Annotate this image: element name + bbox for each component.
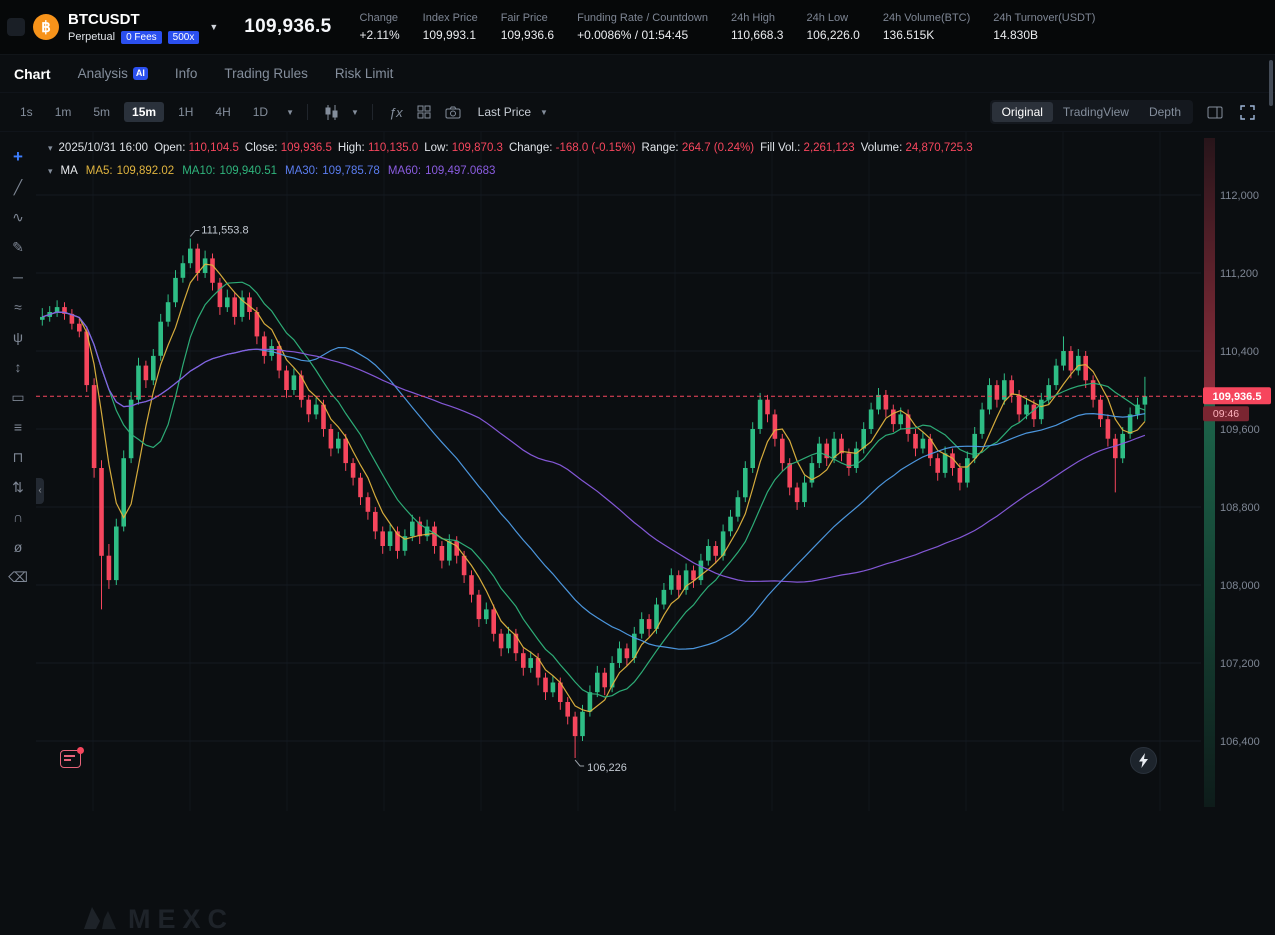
tab-risk-limit[interactable]: Risk Limit bbox=[335, 66, 394, 81]
stat-funding-rate: Funding Rate / Countdown +0.0086% / 01:5… bbox=[577, 12, 708, 42]
tab-trading-rules[interactable]: Trading Rules bbox=[224, 66, 308, 81]
candle-style-caret-icon[interactable]: ▼ bbox=[351, 108, 359, 117]
ohlc-timestamp: 2025/10/31 16:00 bbox=[59, 142, 149, 154]
main-tabs: Chart Analysis AI Info Trading Rules Ris… bbox=[0, 55, 1275, 93]
trend-line-icon[interactable]: ╱ bbox=[5, 172, 31, 202]
pitchfork-icon[interactable]: ψ bbox=[5, 322, 31, 352]
magnet-icon[interactable]: ⊓ bbox=[5, 442, 31, 472]
leverage-badge: 500x bbox=[168, 31, 200, 44]
quick-order-lightning-button[interactable] bbox=[1130, 747, 1157, 774]
ma-legend-bar: ▾ MA MA5:109,892.02 MA10:109,940.51 MA30… bbox=[48, 165, 495, 177]
stat-24h-low: 24h Low 106,226.0 bbox=[806, 12, 859, 42]
stat-index-price: Index Price 109,993.1 bbox=[423, 12, 478, 42]
long-short-icon[interactable]: ⇅ bbox=[5, 472, 31, 502]
svg-text:111,200: 111,200 bbox=[1220, 268, 1258, 280]
curve-icon[interactable]: ∿ bbox=[5, 202, 31, 232]
ruler-icon[interactable]: ▭ bbox=[5, 382, 31, 412]
tab-analysis[interactable]: Analysis AI bbox=[78, 66, 148, 81]
wave-icon[interactable]: ≈ bbox=[5, 292, 31, 322]
svg-text:110,400: 110,400 bbox=[1220, 346, 1259, 358]
ma60-legend: MA60:109,497.0683 bbox=[388, 165, 496, 177]
crosshair-icon[interactable]: + bbox=[5, 142, 31, 172]
svg-text:108,800: 108,800 bbox=[1220, 502, 1260, 514]
stat-change: Change +2.11% bbox=[360, 12, 400, 42]
support-chat-button[interactable] bbox=[60, 750, 81, 768]
mexc-watermark: MEXC bbox=[82, 904, 234, 935]
contract-type-label: Perpetual bbox=[68, 31, 115, 43]
chart-toolbar: 1s 1m 5m 15m 1H 4H 1D ▼ ▼ ƒx Last Price … bbox=[0, 93, 1275, 132]
ma30-legend: MA30:109,785.78 bbox=[285, 165, 380, 177]
timeframe-5m[interactable]: 5m bbox=[85, 102, 118, 122]
ma-prefix: MA bbox=[61, 165, 78, 177]
arrows-vertical-icon[interactable]: ↕ bbox=[5, 352, 31, 382]
ma10-legend: MA10:109,940.51 bbox=[182, 165, 277, 177]
price-source-dropdown[interactable]: Last Price ▼ bbox=[478, 105, 552, 119]
svg-text:106,226: 106,226 bbox=[587, 762, 627, 774]
svg-text:111,553.8: 111,553.8 bbox=[201, 225, 248, 237]
hide-drawings-icon[interactable]: ø bbox=[5, 532, 31, 562]
page-scrollbar[interactable] bbox=[1269, 60, 1273, 106]
ai-badge: AI bbox=[133, 67, 148, 80]
header: ฿ BTCUSDT Perpetual 0 Fees 500x ▼ 109,93… bbox=[0, 0, 1275, 55]
svg-text:112,000: 112,000 bbox=[1220, 190, 1259, 202]
fibonacci-icon[interactable]: ≡ bbox=[5, 412, 31, 442]
horizontal-line-icon[interactable]: ─ bbox=[5, 262, 31, 292]
panel-layout-icon[interactable] bbox=[1207, 106, 1223, 119]
indicators-fx-icon[interactable]: ƒx bbox=[389, 105, 403, 120]
price-source-caret-icon: ▼ bbox=[540, 108, 548, 117]
tab-info[interactable]: Info bbox=[175, 66, 198, 81]
svg-text:108,000: 108,000 bbox=[1220, 580, 1260, 592]
timeframe-1m[interactable]: 1m bbox=[47, 102, 80, 122]
stat-24h-volume: 24h Volume(BTC) 136.515K bbox=[883, 12, 970, 42]
view-original-button[interactable]: Original bbox=[992, 102, 1053, 122]
btc-coin-icon: ฿ bbox=[33, 14, 59, 40]
svg-text:106,400: 106,400 bbox=[1220, 736, 1260, 748]
app-menu-button[interactable] bbox=[7, 18, 25, 36]
timeframe-more-caret-icon[interactable]: ▼ bbox=[286, 108, 294, 117]
symbol-block[interactable]: BTCUSDT Perpetual 0 Fees 500x bbox=[68, 11, 199, 44]
svg-text:109,600: 109,600 bbox=[1220, 424, 1260, 436]
fullscreen-icon[interactable] bbox=[1240, 105, 1255, 120]
ma5-legend: MA5:109,892.02 bbox=[86, 165, 174, 177]
last-price: 109,936.5 bbox=[244, 16, 331, 38]
symbol-title: BTCUSDT bbox=[68, 11, 140, 28]
timeframe-1d[interactable]: 1D bbox=[245, 102, 276, 122]
svg-text:107,200: 107,200 bbox=[1220, 658, 1260, 670]
stat-24h-high: 24h High 110,668.3 bbox=[731, 12, 784, 42]
drawing-tools-rail: + ╱ ∿ ✎ ─ ≈ ψ ↕ ▭ ≡ ⊓ ⇅ ∩ ø ⌫ bbox=[0, 132, 36, 811]
tab-chart[interactable]: Chart bbox=[14, 66, 51, 82]
headset-icon[interactable]: ∩ bbox=[5, 502, 31, 532]
screenshot-camera-icon[interactable] bbox=[445, 106, 461, 119]
brush-icon[interactable]: ✎ bbox=[5, 232, 31, 262]
timeframe-1h[interactable]: 1H bbox=[170, 102, 201, 122]
ohlc-info-bar: ▾ 2025/10/31 16:00 Open: 110,104.5 Close… bbox=[48, 142, 973, 154]
view-depth-button[interactable]: Depth bbox=[1139, 102, 1191, 122]
stat-24h-turnover: 24h Turnover(USDT) 14.830B bbox=[993, 12, 1095, 42]
candle-style-icon[interactable] bbox=[324, 105, 340, 120]
zero-fees-badge: 0 Fees bbox=[121, 31, 162, 44]
delete-icon[interactable]: ⌫ bbox=[5, 562, 31, 592]
chart-area[interactable]: ▾ 2025/10/31 16:00 Open: 110,104.5 Close… bbox=[36, 132, 1275, 811]
layout-grid-icon[interactable] bbox=[417, 105, 431, 119]
ma-collapse-icon[interactable]: ▾ bbox=[48, 166, 53, 177]
candlestick-chart[interactable]: 112,000 111,200 110,400 109,600 108,800 108,0… bbox=[36, 132, 1275, 811]
lightning-icon bbox=[1138, 753, 1149, 768]
timeframe-1s[interactable]: 1s bbox=[12, 102, 41, 122]
svg-text:09:46: 09:46 bbox=[1213, 408, 1239, 420]
mexc-logo-icon bbox=[82, 905, 118, 935]
chart-view-switch: Original TradingView Depth bbox=[990, 100, 1193, 124]
sidebar-collapse-handle[interactable]: ‹ bbox=[36, 478, 44, 504]
stat-fair-price: Fair Price 109,936.6 bbox=[501, 12, 554, 42]
svg-text:109,936.5: 109,936.5 bbox=[1213, 391, 1262, 403]
timeframe-4h[interactable]: 4H bbox=[207, 102, 238, 122]
timeframe-15m[interactable]: 15m bbox=[124, 102, 164, 122]
ohlc-collapse-icon[interactable]: ▾ bbox=[48, 143, 53, 154]
symbol-dropdown-caret-icon[interactable]: ▼ bbox=[209, 22, 218, 32]
view-tradingview-button[interactable]: TradingView bbox=[1053, 102, 1139, 122]
